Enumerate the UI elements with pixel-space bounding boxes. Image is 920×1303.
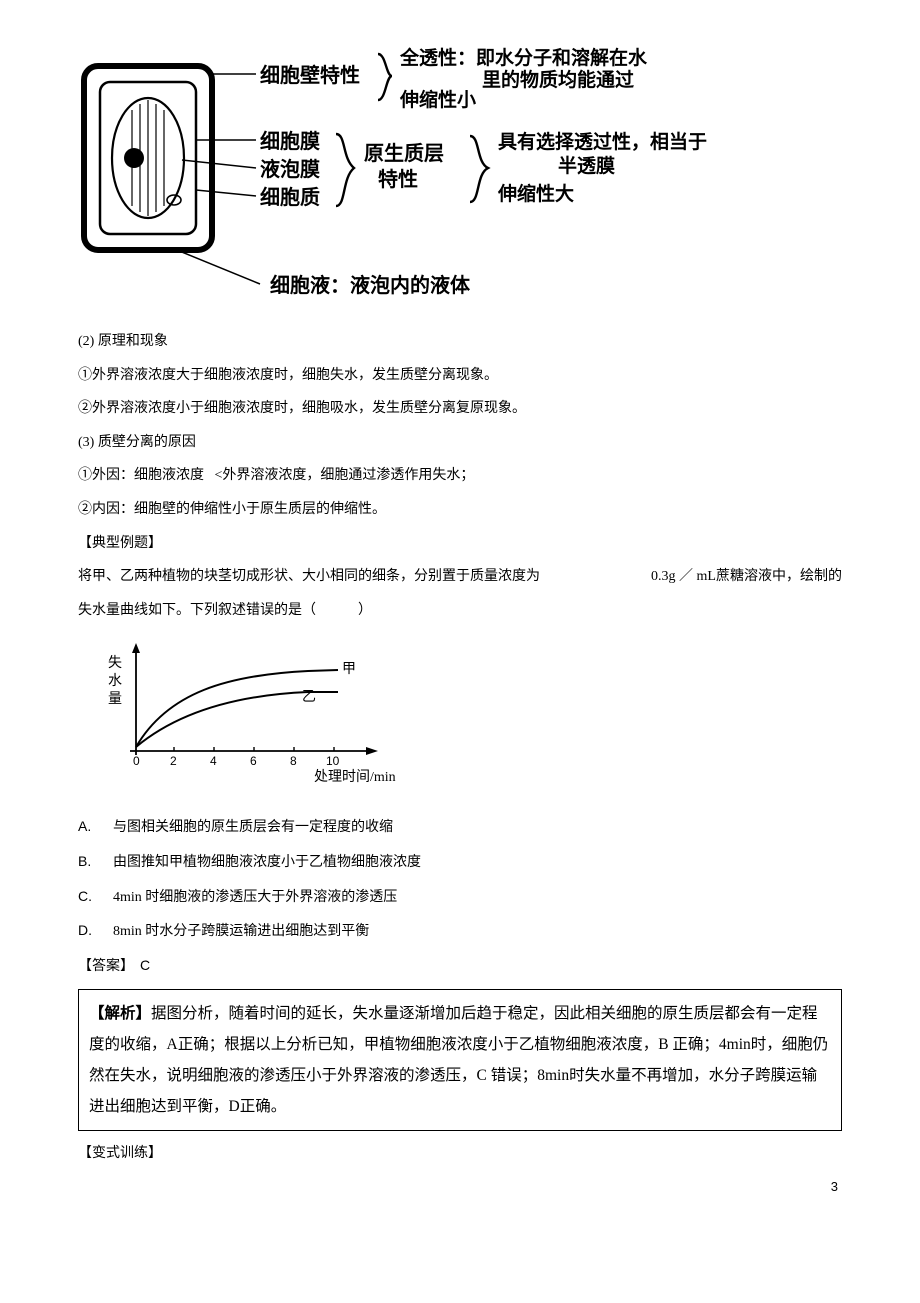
option-c: C. 4min 时细胞液的渗透压大于外界溶液的渗透压 bbox=[78, 880, 842, 915]
label-vacuole-membrane: 液泡膜 bbox=[260, 157, 320, 181]
label-protoplast-title: 原生质层 bbox=[364, 142, 444, 165]
svg-text:6: 6 bbox=[250, 754, 257, 768]
question-line-2: 失水量曲线如下。下列叙述错误的是（ ） bbox=[78, 594, 842, 628]
label-membrane: 细胞膜 bbox=[260, 129, 320, 153]
water-loss-chart: 失 水 量 0 2 4 6 8 10 处理时间/min bbox=[78, 637, 842, 792]
label-protoplast-p1a: 具有选择透过性，相当于 bbox=[498, 130, 707, 153]
variant-head: 【变式训练】 bbox=[78, 1137, 842, 1171]
page-number: 3 bbox=[78, 1179, 842, 1194]
answer-head: 【答案】 bbox=[78, 959, 134, 974]
option-b: B. 由图推知甲植物细胞液浓度小于乙植物细胞液浓度 bbox=[78, 845, 842, 880]
chart-series-b: 乙 bbox=[302, 689, 316, 705]
label-cell-wall-title: 细胞壁特性 bbox=[260, 63, 360, 87]
option-a: A. 与图相关细胞的原生质层会有一定程度的收缩 bbox=[78, 810, 842, 845]
principle-head: (2) 原理和现象 bbox=[78, 325, 842, 359]
option-d: D. 8min 时水分子跨膜运输进出细胞达到平衡 bbox=[78, 914, 842, 949]
analysis-body: 据图分析，随着时间的延长，失水量逐渐增加后趋于稳定，因此相关细胞的原生质层都会有… bbox=[89, 1005, 828, 1115]
reason-1b: <外界溶液浓度，细胞通过渗透作用失水； bbox=[215, 468, 475, 483]
analysis-head: 【解析】 bbox=[89, 1005, 151, 1022]
question-line-1: 将甲、乙两种植物的块茎切成形状、大小相同的细条，分别置于质量浓度为 0.3g ／… bbox=[78, 560, 842, 594]
reason-2: ②内因：细胞壁的伸缩性小于原生质层的伸缩性。 bbox=[78, 493, 842, 527]
label-protoplast-p1b: 半透膜 bbox=[558, 154, 615, 177]
svg-text:10: 10 bbox=[326, 754, 340, 768]
label-protoplast-p2: 伸缩性大 bbox=[497, 182, 574, 205]
label-cell-sap: 细胞液：液泡内的液体 bbox=[270, 273, 471, 297]
label-cell-wall-p1a: 全透性：即水分子和溶解在水 bbox=[399, 46, 648, 69]
example-head: 【典型例题】 bbox=[78, 527, 842, 561]
reason-1a: ①外因：细胞液浓度 bbox=[78, 468, 204, 483]
label-cell-wall-p1b: 里的物质均能通过 bbox=[482, 68, 634, 91]
chart-ylabel-3: 量 bbox=[108, 691, 122, 707]
answer-line: 【答案】 C bbox=[78, 949, 842, 984]
chart-series-a: 甲 bbox=[342, 662, 356, 677]
svg-text:0: 0 bbox=[133, 754, 140, 768]
answer-value: C bbox=[140, 957, 150, 973]
principle-2: ②外界溶液浓度小于细胞液浓度时，细胞吸水，发生质壁分离复原现象。 bbox=[78, 392, 842, 426]
svg-text:4: 4 bbox=[210, 754, 217, 768]
chart-xlabel: 处理时间/min bbox=[314, 769, 396, 785]
label-cell-wall-p2: 伸缩性小 bbox=[399, 88, 476, 111]
analysis-box: 【解析】据图分析，随着时间的延长，失水量逐渐增加后趋于稳定，因此相关细胞的原生质… bbox=[78, 989, 842, 1131]
chart-ylabel-1: 失 bbox=[108, 655, 122, 671]
q1a: 将甲、乙两种植物的块茎切成形状、大小相同的细条，分别置于质量浓度为 bbox=[78, 560, 540, 594]
reason-1: ①外因：细胞液浓度 <外界溶液浓度，细胞通过渗透作用失水； bbox=[78, 459, 842, 493]
svg-text:8: 8 bbox=[290, 754, 297, 768]
svg-text:2: 2 bbox=[170, 754, 177, 768]
q1b: 0.3g ／ mL蔗糖溶液中，绘制的 bbox=[651, 560, 842, 594]
label-cytoplasm: 细胞质 bbox=[260, 185, 320, 209]
label-protoplast-sub: 特性 bbox=[378, 167, 418, 191]
principle-1: ①外界溶液浓度大于细胞液浓度时，细胞失水，发生质壁分离现象。 bbox=[78, 359, 842, 393]
cell-diagram: 细胞壁特性 全透性：即水分子和溶解在水 里的物质均能通过 伸缩性小 细胞膜 液泡… bbox=[78, 40, 842, 305]
reason-head: (3) 质壁分离的原因 bbox=[78, 426, 842, 460]
chart-ylabel-2: 水 bbox=[108, 673, 122, 689]
